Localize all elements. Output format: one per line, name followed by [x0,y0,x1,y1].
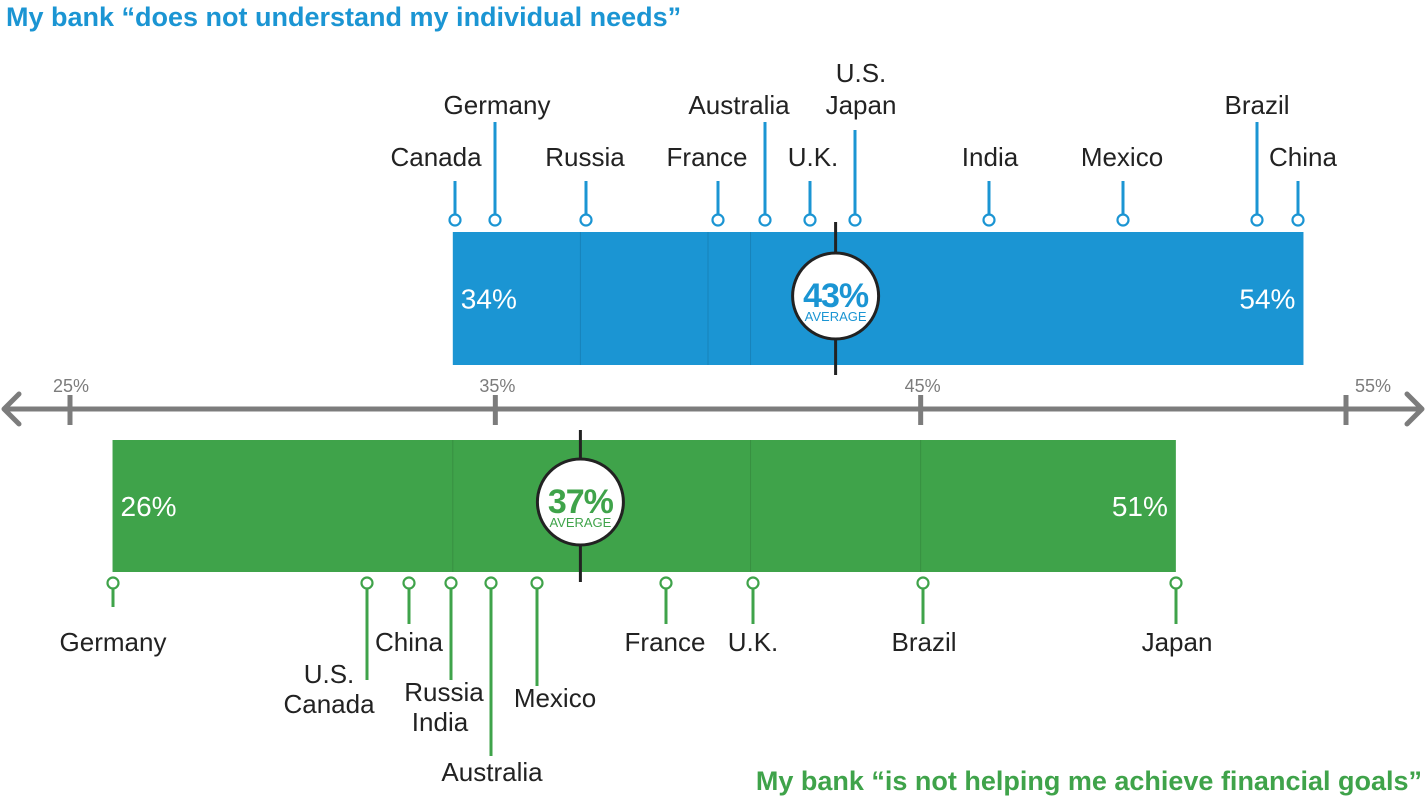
country-label: India [962,142,1019,172]
country-label: Mexico [1081,142,1163,172]
axis-tick-label: 35% [479,376,515,396]
country-label: Australia [441,757,543,787]
country-marker [402,576,416,590]
country-marker [1169,576,1183,590]
country-marker [982,213,996,227]
country-marker [659,576,673,590]
country-marker [488,213,502,227]
chart-title-bottom: My bank “is not helping me achieve finan… [755,766,1422,796]
average-caption: AVERAGE [805,309,867,324]
country-marker [1291,213,1305,227]
country-marker [711,213,725,227]
country-label: France [625,627,706,657]
country-label: U.S. [836,58,887,88]
min-label: 26% [121,491,177,522]
range-bar-bottom [112,440,1176,572]
country-label: China [375,627,443,657]
country-label: Canada [283,689,375,719]
country-label: Russia [404,677,484,707]
axis-tick-label: 25% [53,376,89,396]
country-label: Australia [688,90,790,120]
average-value: 43% [803,277,869,315]
average-caption: AVERAGE [549,515,611,530]
max-label: 54% [1239,284,1295,315]
country-label: Brazil [1224,90,1289,120]
country-marker [1250,213,1264,227]
country-marker [484,576,498,590]
country-marker [530,576,544,590]
country-marker [448,213,462,227]
axis-right-arrow [1404,391,1425,427]
country-label: Japan [1142,627,1213,657]
country-label: Brazil [891,627,956,657]
axis-left-arrow [1,391,22,427]
country-label: Russia [545,142,625,172]
country-label: China [1269,142,1337,172]
country-label: Mexico [514,683,596,713]
country-marker [803,213,817,227]
country-marker [360,576,374,590]
country-marker [746,576,760,590]
chart-title-top: My bank “does not understand my individu… [6,2,682,32]
axis-tick-label: 45% [905,376,941,396]
country-label: Germany [60,627,167,657]
country-label: U.K. [788,142,839,172]
country-marker [848,213,862,227]
country-label: France [667,142,748,172]
country-marker [579,213,593,227]
min-label: 34% [461,284,517,315]
country-marker [916,576,930,590]
country-label: U.S. [304,659,355,689]
country-label: Japan [826,90,897,120]
country-marker [444,576,458,590]
axis-tick-label: 55% [1355,376,1391,396]
country-marker [1116,213,1130,227]
average-marker-circle [535,457,625,547]
country-marker [106,576,120,590]
country-label: India [412,707,469,737]
country-label: Canada [390,142,482,172]
average-marker-circle [791,251,881,341]
average-value: 37% [548,483,614,521]
max-label: 51% [1112,491,1168,522]
country-label: Germany [444,90,551,120]
country-label: U.K. [728,627,779,657]
country-marker [758,213,772,227]
